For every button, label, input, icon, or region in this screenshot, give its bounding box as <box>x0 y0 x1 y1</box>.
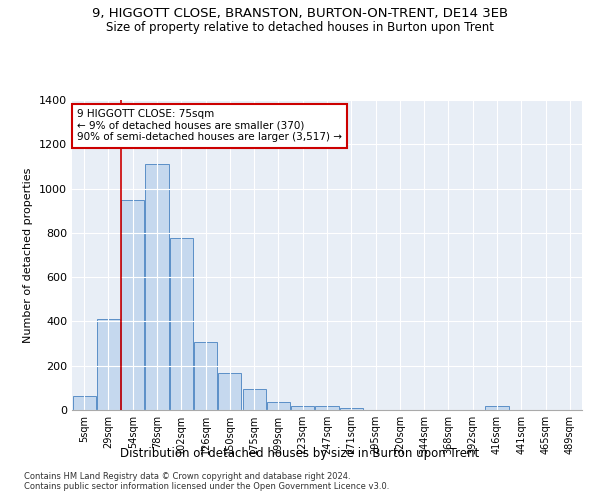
Bar <box>145 164 169 410</box>
Text: Distribution of detached houses by size in Burton upon Trent: Distribution of detached houses by size … <box>121 448 479 460</box>
Bar <box>267 402 290 410</box>
Text: 9 HIGGOTT CLOSE: 75sqm
← 9% of detached houses are smaller (370)
90% of semi-det: 9 HIGGOTT CLOSE: 75sqm ← 9% of detached … <box>77 110 342 142</box>
Bar <box>170 238 193 410</box>
Bar <box>291 406 314 410</box>
Bar <box>242 388 266 410</box>
Bar <box>340 408 363 410</box>
Bar <box>97 319 120 410</box>
Text: Contains HM Land Registry data © Crown copyright and database right 2024.: Contains HM Land Registry data © Crown c… <box>24 472 350 481</box>
Bar <box>316 406 338 410</box>
Bar <box>73 396 95 410</box>
Bar <box>485 406 509 410</box>
Bar <box>194 342 217 410</box>
Bar <box>121 200 144 410</box>
Text: Contains public sector information licensed under the Open Government Licence v3: Contains public sector information licen… <box>24 482 389 491</box>
Bar <box>218 374 241 410</box>
Text: Size of property relative to detached houses in Burton upon Trent: Size of property relative to detached ho… <box>106 21 494 34</box>
Y-axis label: Number of detached properties: Number of detached properties <box>23 168 34 342</box>
Text: 9, HIGGOTT CLOSE, BRANSTON, BURTON-ON-TRENT, DE14 3EB: 9, HIGGOTT CLOSE, BRANSTON, BURTON-ON-TR… <box>92 8 508 20</box>
